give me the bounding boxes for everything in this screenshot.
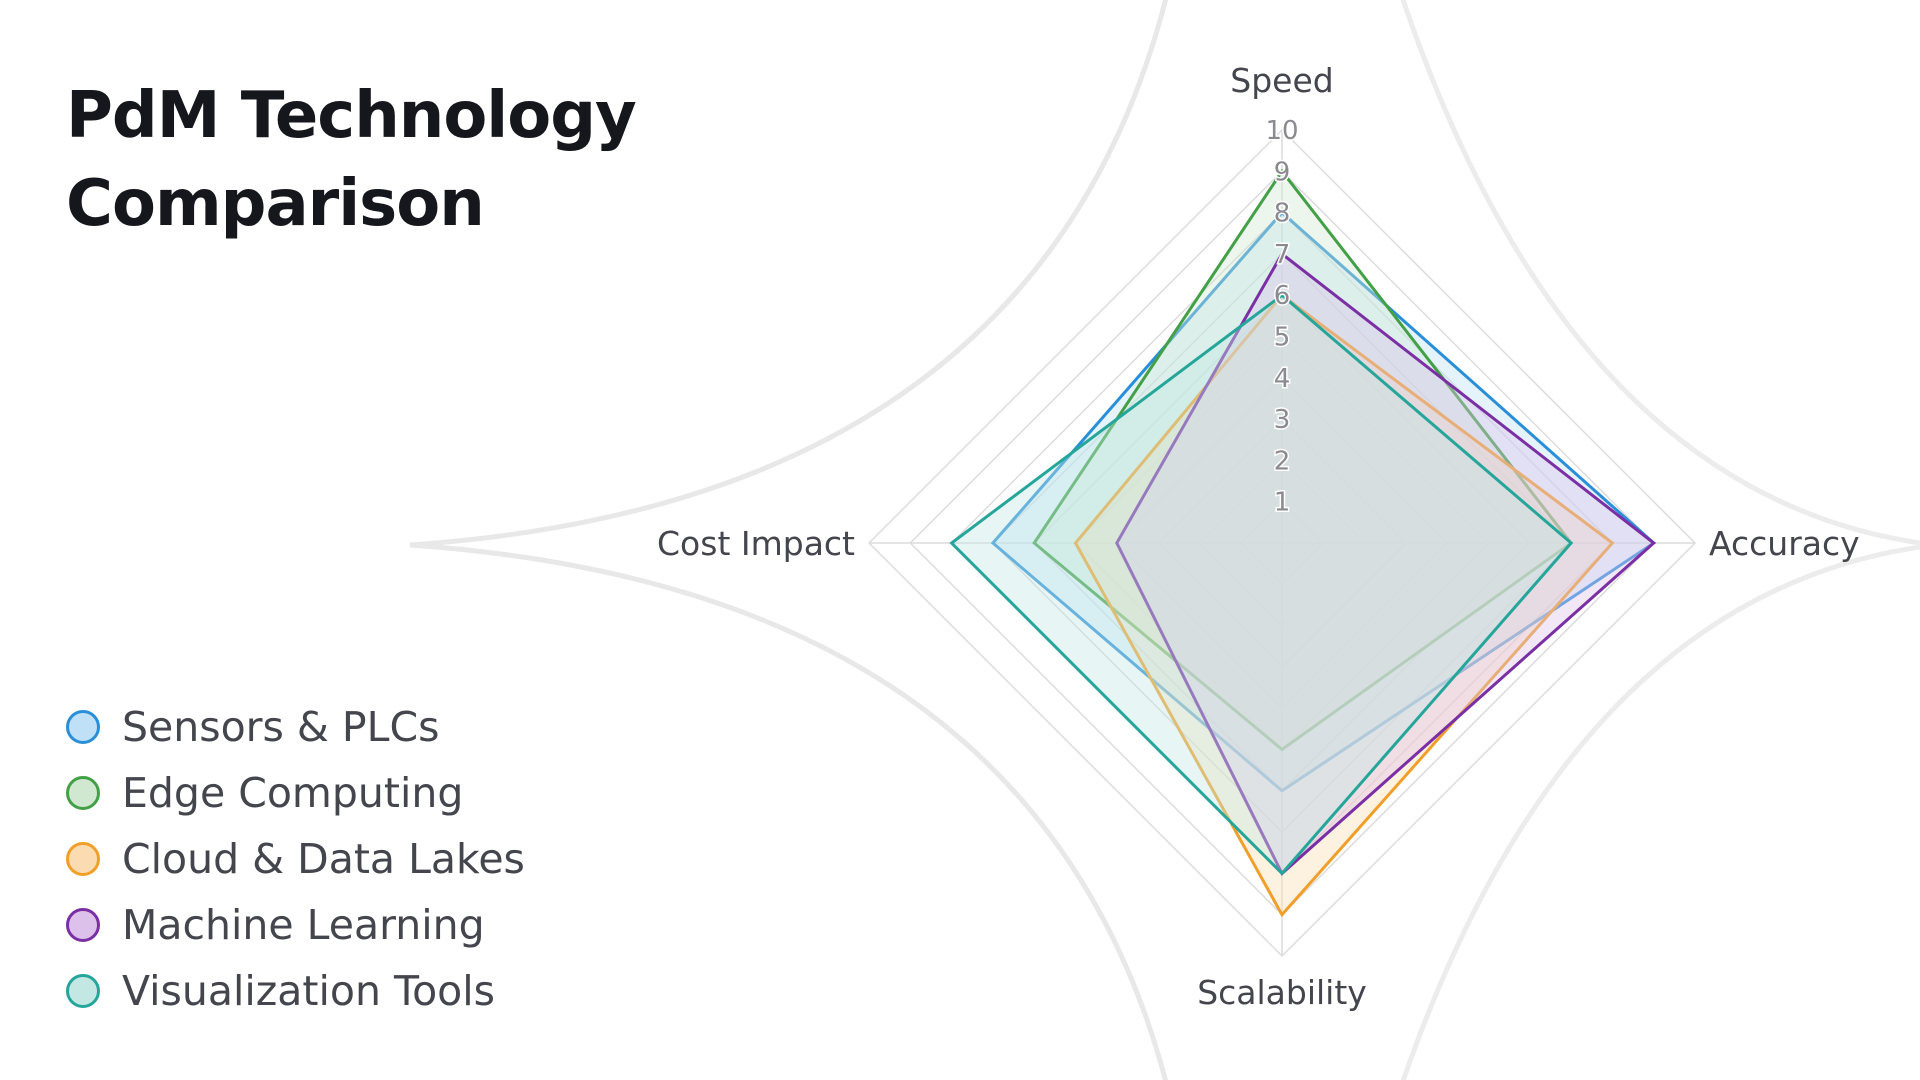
series-polygon <box>949 293 1574 876</box>
legend-item-visualization-tools[interactable]: Visualization Tools <box>66 958 525 1024</box>
legend-label: Machine Learning <box>122 901 485 949</box>
axis-label: Speed <box>1230 61 1333 100</box>
legend-swatch <box>66 974 100 1008</box>
series-polygon <box>1073 293 1615 918</box>
axis-label: Accuracy <box>1709 524 1860 563</box>
tick-label: 1 <box>1274 488 1291 518</box>
legend-item-edge-computing[interactable]: Edge Computing <box>66 760 525 826</box>
tick-label: 8 <box>1274 199 1291 229</box>
tick-label: 2 <box>1274 446 1291 476</box>
tick-label: 10 <box>1265 116 1298 146</box>
chart-title: PdM Technology Comparison <box>66 79 637 241</box>
tick-label: 6 <box>1274 281 1291 311</box>
legend-item-machine-learning[interactable]: Machine Learning <box>66 892 525 958</box>
tick-label: 4 <box>1274 364 1291 394</box>
legend-swatch <box>66 776 100 810</box>
legend-swatch <box>66 710 100 744</box>
legend-swatch <box>66 908 100 942</box>
axis-label: Scalability <box>1197 973 1367 1012</box>
tick-label: 5 <box>1274 323 1291 353</box>
chart-legend: Sensors & PLCs Edge Computing Cloud & Da… <box>66 694 525 1024</box>
legend-item-sensors-plcs[interactable]: Sensors & PLCs <box>66 694 525 760</box>
legend-label: Cloud & Data Lakes <box>122 835 525 883</box>
legend-swatch <box>66 842 100 876</box>
legend-label: Edge Computing <box>122 769 464 817</box>
legend-label: Sensors & PLCs <box>122 703 440 751</box>
tick-label: 7 <box>1274 240 1291 270</box>
tick-label: 9 <box>1274 157 1291 187</box>
tick-label: 3 <box>1274 405 1291 435</box>
legend-label: Visualization Tools <box>122 967 496 1015</box>
legend-item-cloud-data-lakes[interactable]: Cloud & Data Lakes <box>66 826 525 892</box>
axis-label: Cost Impact <box>657 524 855 563</box>
